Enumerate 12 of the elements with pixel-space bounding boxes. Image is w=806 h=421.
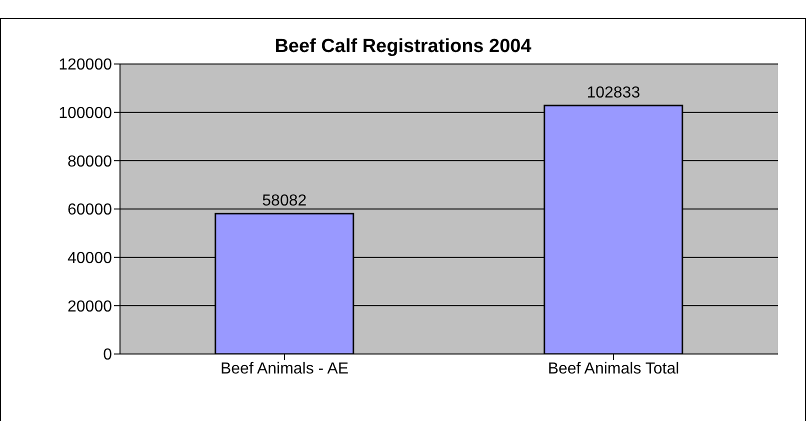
y-tick-label: 100000: [58, 105, 112, 122]
y-tick-label: 20000: [68, 298, 112, 316]
y-tick-label: 40000: [68, 250, 112, 268]
data-label: 102833: [586, 84, 640, 102]
y-tick-label: 60000: [68, 202, 112, 219]
y-tick-label: 0: [103, 346, 112, 364]
y-tick-label: 80000: [68, 153, 112, 170]
data-label: 58082: [262, 192, 307, 210]
y-tick-label: 120000: [58, 56, 112, 74]
x-tick-label: Beef Animals Total: [548, 360, 680, 378]
x-tick-label: Beef Animals - AE: [220, 360, 349, 378]
chart-title: Beef Calf Registrations 2004: [274, 36, 532, 58]
